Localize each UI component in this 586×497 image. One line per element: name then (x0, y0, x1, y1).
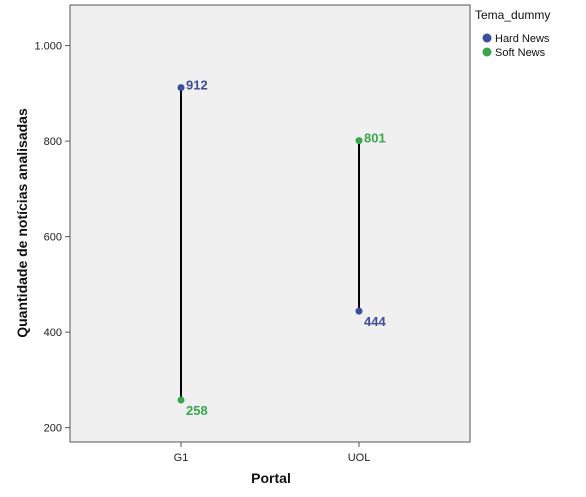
data-point (177, 396, 185, 404)
y-tick-label: 800 (44, 136, 62, 148)
x-tick-label: UOL (348, 452, 371, 464)
legend-title: Tema_dummy (475, 8, 550, 22)
data-label: 444 (364, 314, 386, 329)
legend-label: Soft News (495, 47, 546, 59)
x-axis-title: Portal (251, 470, 291, 486)
y-tick-label: 600 (44, 232, 62, 244)
droplines (180, 87, 360, 400)
plot-background (69, 4, 471, 443)
x-tick-label: G1 (174, 452, 189, 464)
y-tick-label: 400 (44, 327, 62, 339)
data-point (355, 307, 363, 315)
data-point (355, 137, 363, 145)
y-tick-label: 200 (44, 423, 62, 435)
data-point (177, 84, 185, 92)
data-label: 801 (364, 131, 386, 146)
y-tick-label: 1.000 (34, 41, 62, 53)
legend: Tema_dummy Hard News Soft News (475, 8, 550, 59)
legend-marker (482, 47, 492, 57)
x-axis: G1 UOL (174, 442, 371, 464)
legend-items: Hard News Soft News (482, 33, 550, 59)
data-label: 258 (186, 403, 208, 418)
y-axis-title: Quantidade de notícias analisadas (14, 108, 30, 338)
data-labels: 912 444 258 801 (186, 78, 386, 418)
data-label: 912 (186, 78, 208, 93)
data-points (177, 84, 363, 404)
legend-marker (482, 33, 492, 43)
legend-label: Hard News (495, 33, 550, 45)
y-axis: 200 400 600 800 1.000 (34, 41, 70, 435)
